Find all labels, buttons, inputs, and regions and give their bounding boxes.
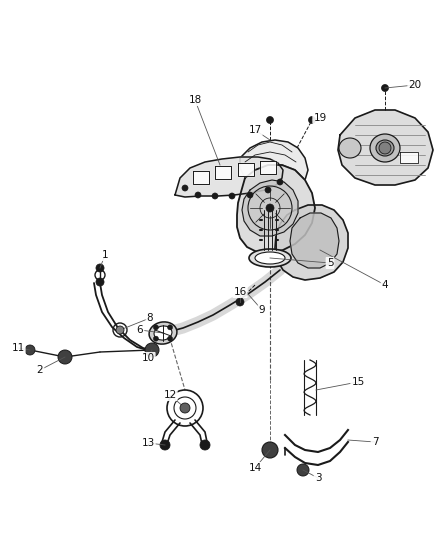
Circle shape — [153, 336, 159, 341]
Circle shape — [153, 325, 159, 330]
Polygon shape — [338, 110, 433, 185]
Text: 18: 18 — [188, 95, 201, 105]
Circle shape — [229, 193, 235, 199]
Circle shape — [182, 185, 188, 191]
Ellipse shape — [339, 138, 361, 158]
Text: 6: 6 — [137, 325, 143, 335]
Text: 10: 10 — [141, 353, 155, 363]
Circle shape — [25, 345, 35, 355]
Ellipse shape — [149, 322, 177, 344]
Circle shape — [58, 350, 72, 364]
Ellipse shape — [376, 140, 394, 156]
Circle shape — [96, 278, 104, 286]
Text: 2: 2 — [37, 365, 43, 375]
Ellipse shape — [154, 326, 172, 340]
Text: 15: 15 — [351, 377, 364, 387]
Text: 4: 4 — [381, 280, 389, 290]
Circle shape — [308, 117, 315, 124]
Polygon shape — [215, 166, 231, 179]
Circle shape — [116, 326, 124, 334]
Polygon shape — [290, 213, 339, 268]
Text: 12: 12 — [163, 390, 177, 400]
Text: 13: 13 — [141, 438, 155, 448]
Circle shape — [180, 403, 190, 413]
Text: 11: 11 — [11, 343, 25, 353]
Circle shape — [212, 193, 218, 199]
Circle shape — [379, 142, 391, 154]
Polygon shape — [238, 163, 254, 176]
Text: 8: 8 — [147, 313, 153, 323]
Polygon shape — [240, 140, 308, 180]
Circle shape — [145, 343, 159, 357]
Ellipse shape — [249, 249, 291, 267]
Text: 16: 16 — [233, 287, 247, 297]
Ellipse shape — [255, 252, 285, 264]
Polygon shape — [400, 152, 418, 163]
Circle shape — [381, 85, 389, 92]
Polygon shape — [237, 165, 315, 253]
Circle shape — [200, 440, 210, 450]
Text: 1: 1 — [102, 250, 108, 260]
Circle shape — [247, 192, 253, 198]
Circle shape — [297, 464, 309, 476]
Polygon shape — [193, 171, 209, 184]
Circle shape — [195, 192, 201, 198]
Ellipse shape — [370, 134, 400, 162]
Text: 20: 20 — [409, 80, 421, 90]
Text: 5: 5 — [327, 258, 333, 268]
Circle shape — [236, 298, 244, 306]
Circle shape — [277, 179, 283, 185]
Circle shape — [266, 117, 273, 124]
Text: 19: 19 — [313, 113, 327, 123]
Circle shape — [168, 336, 173, 341]
Circle shape — [265, 187, 271, 193]
Text: 3: 3 — [314, 473, 321, 483]
Circle shape — [262, 442, 278, 458]
Text: 14: 14 — [248, 463, 261, 473]
Circle shape — [168, 325, 173, 330]
Polygon shape — [275, 205, 348, 280]
Circle shape — [160, 440, 170, 450]
Polygon shape — [175, 157, 283, 197]
Text: 9: 9 — [259, 305, 265, 315]
Circle shape — [96, 264, 104, 272]
Text: 17: 17 — [248, 125, 261, 135]
Polygon shape — [260, 161, 276, 174]
Circle shape — [266, 204, 274, 212]
Text: 7: 7 — [372, 437, 378, 447]
Polygon shape — [242, 180, 298, 236]
